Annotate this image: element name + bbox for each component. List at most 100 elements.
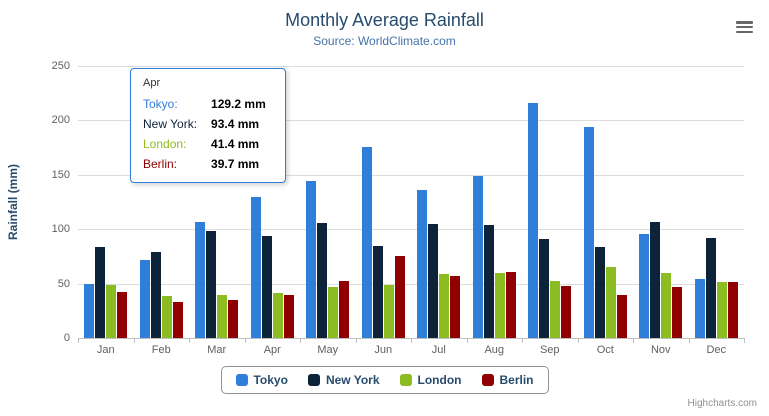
bar-london-aug[interactable] [494, 273, 505, 338]
bar-new-york-oct[interactable] [594, 247, 605, 338]
legend-item-new-york[interactable]: New York [307, 373, 380, 387]
bar-tokyo-sep[interactable] [528, 102, 539, 338]
bar-tokyo-apr[interactable] [250, 197, 261, 338]
chart-title: Monthly Average Rainfall [285, 10, 484, 30]
hamburger-line [736, 25, 753, 29]
bar-tokyo-oct[interactable] [583, 126, 594, 338]
bar-berlin-jun[interactable] [394, 255, 405, 338]
bar-berlin-mar[interactable] [228, 300, 239, 338]
x-axis-label-nov: Nov [650, 344, 671, 356]
bar-tokyo-jun[interactable] [361, 146, 372, 338]
hamburger-menu-icon[interactable] [736, 21, 753, 33]
bar-new-york-may[interactable] [317, 222, 328, 338]
legend-swatch-tokyo [235, 374, 248, 386]
x-axis-tick [78, 338, 79, 343]
bar-london-may[interactable] [328, 286, 339, 338]
legend-item-tokyo[interactable]: Tokyo [235, 373, 288, 387]
bar-new-york-sep[interactable] [539, 238, 550, 338]
bar-berlin-jan[interactable] [117, 291, 128, 338]
bar-tokyo-jan[interactable] [84, 283, 95, 338]
bar-new-york-feb[interactable] [150, 252, 161, 338]
x-axis-label-apr: Apr [263, 344, 281, 356]
bar-berlin-feb[interactable] [172, 301, 183, 338]
tooltip-series-value: 93.4 mm [211, 117, 260, 131]
bar-berlin-aug[interactable] [505, 272, 516, 338]
bar-london-mar[interactable] [217, 295, 228, 338]
bar-london-oct[interactable] [605, 267, 616, 338]
tooltip-series-label: New York: [143, 117, 198, 131]
bar-tokyo-feb[interactable] [139, 260, 150, 338]
legend-item-london[interactable]: London [399, 373, 462, 387]
tooltip-table: Tokyo: 129.2 mm New York: 93.4 mm London: 41.… [143, 94, 266, 174]
x-axis-label-mar: Mar [207, 344, 227, 356]
bar-new-york-jan[interactable] [95, 247, 106, 338]
tooltip-series-value: 41.4 mm [211, 137, 260, 151]
x-axis-label-sep: Sep [539, 344, 560, 356]
x-axis-label-oct: Oct [596, 344, 614, 356]
x-axis-label-jan: Jan [96, 344, 115, 356]
tooltip-series-label: London: [143, 137, 187, 151]
bar-tokyo-may[interactable] [306, 181, 317, 338]
gridline-50 [78, 283, 744, 285]
bar-berlin-nov[interactable] [672, 287, 683, 338]
bar-berlin-apr[interactable] [283, 294, 294, 338]
x-axis-tick [633, 338, 634, 343]
bar-berlin-sep[interactable] [561, 286, 572, 338]
x-axis-tick [355, 338, 357, 343]
bar-berlin-may[interactable] [339, 280, 350, 338]
x-axis-label-aug: Aug [484, 344, 505, 356]
bar-london-jul[interactable] [439, 273, 450, 338]
x-axis-tick [244, 338, 246, 343]
legend-label-berlin: Berlin [499, 373, 534, 387]
bar-tokyo-aug[interactable] [472, 176, 483, 338]
bar-new-york-jul[interactable] [428, 223, 439, 338]
credits-link[interactable]: Highcharts.com [687, 398, 757, 409]
bar-new-york-nov[interactable] [650, 222, 661, 338]
bar-london-nov[interactable] [661, 273, 672, 338]
bar-berlin-oct[interactable] [616, 295, 627, 338]
x-axis-tick [466, 338, 468, 343]
legend-item-berlin[interactable]: Berlin [481, 373, 534, 387]
y-axis-label-250: 250 [51, 60, 70, 72]
bar-tokyo-mar[interactable] [195, 222, 206, 338]
bar-tokyo-jul[interactable] [417, 190, 428, 338]
gridline-100 [78, 229, 744, 231]
legend: Tokyo New York London Berlin [220, 366, 549, 394]
tooltip-series-value: 39.7 mm [211, 157, 260, 171]
y-axis-label-200: 200 [51, 114, 70, 127]
gridline-200 [78, 120, 744, 122]
x-axis-label-dec: Dec [706, 344, 727, 356]
legend-label-new-york: New York [325, 373, 380, 387]
legend-swatch-london [399, 374, 412, 386]
bar-berlin-jul[interactable] [450, 275, 461, 338]
bar-london-apr[interactable] [272, 292, 283, 338]
bar-london-jun[interactable] [383, 285, 394, 338]
hamburger-line [736, 21, 753, 24]
bar-new-york-dec[interactable] [705, 237, 716, 338]
x-axis-tick [522, 338, 523, 343]
hamburger-line [736, 30, 753, 33]
bar-london-jan[interactable] [106, 284, 117, 338]
tooltip-row-london: London: 41.4 mm [143, 134, 266, 154]
x-axis-tick [688, 338, 690, 343]
bar-tokyo-dec[interactable] [694, 278, 705, 338]
bar-london-sep[interactable] [550, 281, 561, 338]
y-axis-label-0: 0 [63, 332, 70, 344]
bar-new-york-apr[interactable] [261, 236, 272, 338]
chart-subtitle: Source: WorldClimate.com [313, 34, 456, 48]
bar-london-dec[interactable] [716, 282, 727, 338]
tooltip-series-label: Berlin: [143, 157, 178, 171]
x-axis-tick [411, 338, 412, 343]
bar-new-york-jun[interactable] [372, 246, 383, 338]
bar-new-york-mar[interactable] [206, 230, 217, 338]
bar-tokyo-nov[interactable] [639, 234, 650, 338]
legend-swatch-berlin [481, 374, 494, 386]
y-axis-label-100: 100 [51, 223, 70, 236]
bar-london-feb[interactable] [161, 295, 172, 338]
bar-berlin-dec[interactable] [727, 282, 738, 338]
legend-label-london: London [417, 373, 462, 387]
x-axis-tick [300, 338, 301, 343]
gridline-250 [78, 66, 744, 67]
bar-new-york-aug[interactable] [483, 224, 494, 338]
